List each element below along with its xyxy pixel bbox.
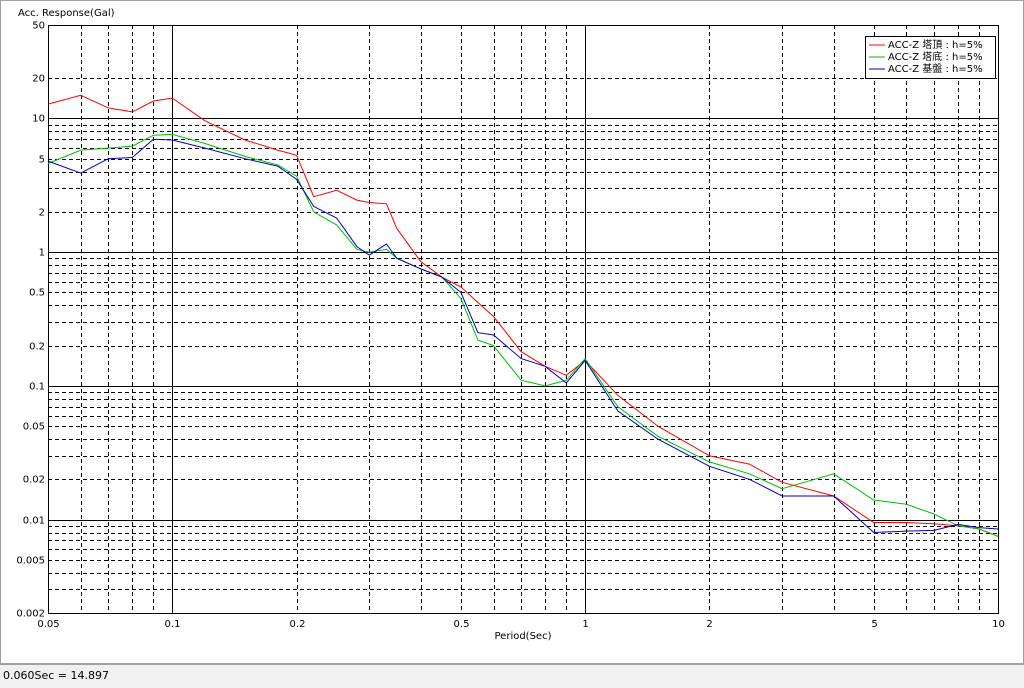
- plot-area: [48, 25, 998, 613]
- x-tick-label: 0.1: [165, 619, 181, 630]
- x-axis-title: Period(Sec): [495, 631, 552, 642]
- legend-label: ACC-Z 塔底 : h=5%: [888, 50, 983, 63]
- y-tick-label: 0.05: [23, 422, 45, 433]
- chart: Acc. Response(Gal) Period(Sec) 0.002 0.00…: [0, 0, 1024, 664]
- y-tick-label: 0.1: [29, 382, 45, 393]
- y-tick-label: 0.005: [16, 556, 45, 567]
- plot-border: [48, 25, 999, 614]
- x-tick-label: 0.2: [290, 619, 306, 630]
- legend-label: ACC-Z 塔頂 : h=5%: [888, 38, 983, 51]
- y-tick-label: 50: [32, 21, 45, 32]
- status-bar: 0.060Sec = 14.897: [0, 664, 1024, 688]
- x-tick-label: 0.05: [37, 619, 59, 630]
- y-tick-label: 0.2: [29, 342, 45, 353]
- legend-label: ACC-Z 基盤 : h=5%: [888, 62, 983, 75]
- y-tick-label: 5: [39, 155, 45, 166]
- y-tick-label: 2: [39, 208, 45, 219]
- y-tick-label: 0.5: [29, 288, 45, 299]
- y-tick-label: 0.01: [23, 516, 45, 527]
- x-tick-label: 0.5: [454, 619, 470, 630]
- x-tick-label: 1: [582, 619, 588, 630]
- y-tick-label: 20: [32, 74, 45, 85]
- legend-box: [865, 36, 996, 79]
- x-tick-label: 5: [871, 619, 877, 630]
- x-tick-label: 2: [706, 619, 712, 630]
- y-tick-label: 0.02: [23, 475, 45, 486]
- series-line: [47, 133, 999, 537]
- y-tick-label: 10: [32, 114, 45, 125]
- y-tick-label: 1: [39, 248, 45, 259]
- y-axis-title: Acc. Response(Gal): [18, 8, 115, 19]
- x-tick-label: 10: [992, 619, 1005, 630]
- y-tick-label: 0.002: [16, 609, 45, 620]
- series-line: [47, 138, 999, 534]
